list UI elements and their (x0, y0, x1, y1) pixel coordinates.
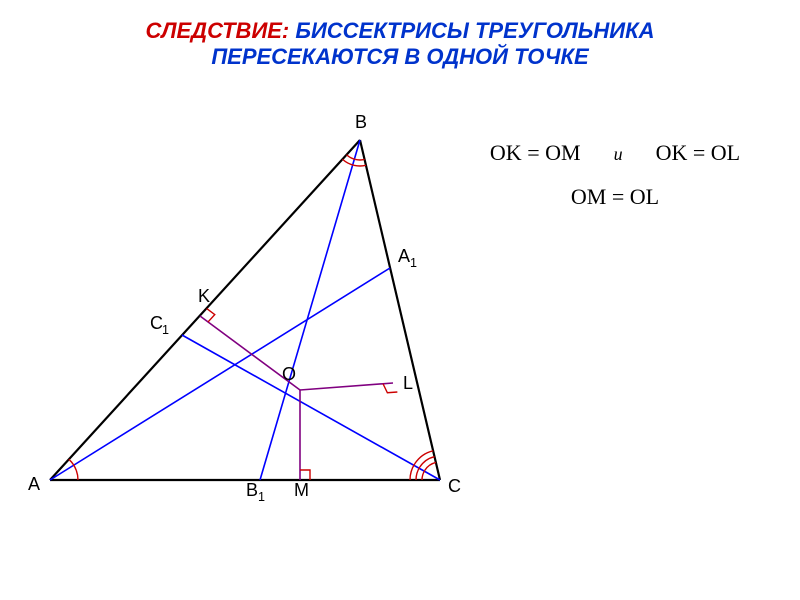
diagram-svg: ABCOKLMA1B1C1 (20, 100, 490, 530)
equation-line2: OM = OL (460, 184, 770, 210)
equations-block: OK = OM и OK = OL OM = OL (460, 140, 770, 210)
triangle-diagram: ABCOKLMA1B1C1 (20, 100, 490, 530)
title-line2: ПЕРЕСЕКАЮТСЯ В ОДНОЙ ТОЧКЕ (211, 44, 588, 69)
svg-text:A: A (398, 246, 410, 266)
svg-text:1: 1 (162, 323, 169, 337)
svg-text:L: L (403, 373, 413, 393)
title-prefix: СЛЕДСТВИЕ: (146, 18, 290, 43)
svg-text:1: 1 (258, 490, 265, 504)
eq-ok-ol: OK = OL (656, 140, 741, 165)
svg-text:1: 1 (410, 256, 417, 270)
svg-text:A: A (28, 474, 40, 494)
svg-text:M: M (294, 480, 309, 500)
equation-line1: OK = OM и OK = OL (460, 140, 770, 166)
svg-text:B: B (246, 480, 258, 500)
svg-text:O: O (282, 364, 296, 384)
eq-ok-om: OK = OM (490, 140, 581, 165)
title-line1: БИССЕКТРИСЫ ТРЕУГОЛЬНИКА (289, 18, 654, 43)
eq-and: и (614, 144, 623, 164)
svg-text:C: C (448, 476, 461, 496)
svg-text:B: B (355, 112, 367, 132)
svg-text:K: K (198, 286, 210, 306)
page-title: СЛЕДСТВИЕ: БИССЕКТРИСЫ ТРЕУГОЛЬНИКА ПЕРЕ… (50, 18, 750, 70)
